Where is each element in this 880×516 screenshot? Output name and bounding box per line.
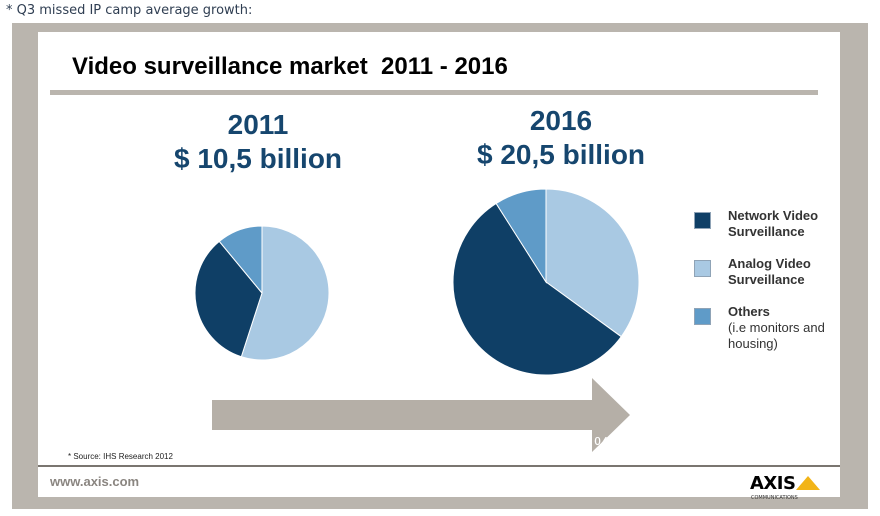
logo-wordmark: AXIS <box>750 473 795 494</box>
legend-item-others: Others (i.e monitors and housing) <box>694 304 854 356</box>
title-divider <box>50 90 818 95</box>
source-note: * Source: IHS Research 2012 <box>68 452 173 461</box>
logo-mark: AXIS COMMUNICATIONS <box>750 473 820 501</box>
slide: Video surveillance market 2011 - 2016 20… <box>12 23 868 509</box>
growth-arrow <box>212 378 630 452</box>
pie-2016-slice-others <box>495 188 547 284</box>
legend-sublabel-others: (i.e monitors and housing) <box>728 320 825 351</box>
legend-swatch-analog <box>694 260 711 277</box>
legend-swatch-network <box>694 212 711 229</box>
slide-title: Video surveillance market 2011 - 2016 <box>72 53 508 80</box>
axis-logo: AXIS COMMUNICATIONS <box>750 472 830 507</box>
year-2016-label: 2016 <box>529 105 593 136</box>
legend-label-network: Network Video Surveillance <box>728 208 819 239</box>
website-url: www.axis.com <box>50 474 140 489</box>
pie-2016-slice-network <box>452 202 622 376</box>
legend-label-others: Others <box>728 304 770 319</box>
year-2011-heading: 2011 $ 10,5 billion <box>148 108 368 176</box>
legend: Network Video Surveillance Analog Video … <box>694 208 854 366</box>
legend-label-analog: Analog Video Surveillance <box>728 256 811 287</box>
caption: * Q3 missed IP camp average growth: <box>6 3 253 18</box>
year-2016-amount: $ 20,5 billion <box>476 139 646 170</box>
slide-content: Video surveillance market 2011 - 2016 20… <box>38 32 840 501</box>
pie-2011 <box>194 225 330 361</box>
legend-item-analog: Analog Video Surveillance <box>694 256 854 294</box>
year-2011-amount: $ 10,5 billion <box>173 143 343 174</box>
legend-swatch-others <box>694 308 711 325</box>
year-2011-label: 2011 <box>227 109 289 140</box>
footer-divider <box>38 465 840 467</box>
pie-2011-slice-others <box>218 225 263 295</box>
legend-item-network: Network Video Surveillance <box>694 208 854 246</box>
pie-2016-slice-analog <box>545 188 640 338</box>
chart-area <box>194 188 640 452</box>
pie-2011-slice-analog <box>240 225 330 361</box>
pie-2011-slice-network <box>194 240 263 358</box>
growth-arrow-label: Market growth +14 % Network growth +24 %… <box>248 434 618 454</box>
year-2016-heading: 2016 $ 20,5 billion <box>436 104 686 172</box>
logo-subtext: COMMUNICATIONS <box>751 495 798 501</box>
pie-2016 <box>452 188 640 376</box>
